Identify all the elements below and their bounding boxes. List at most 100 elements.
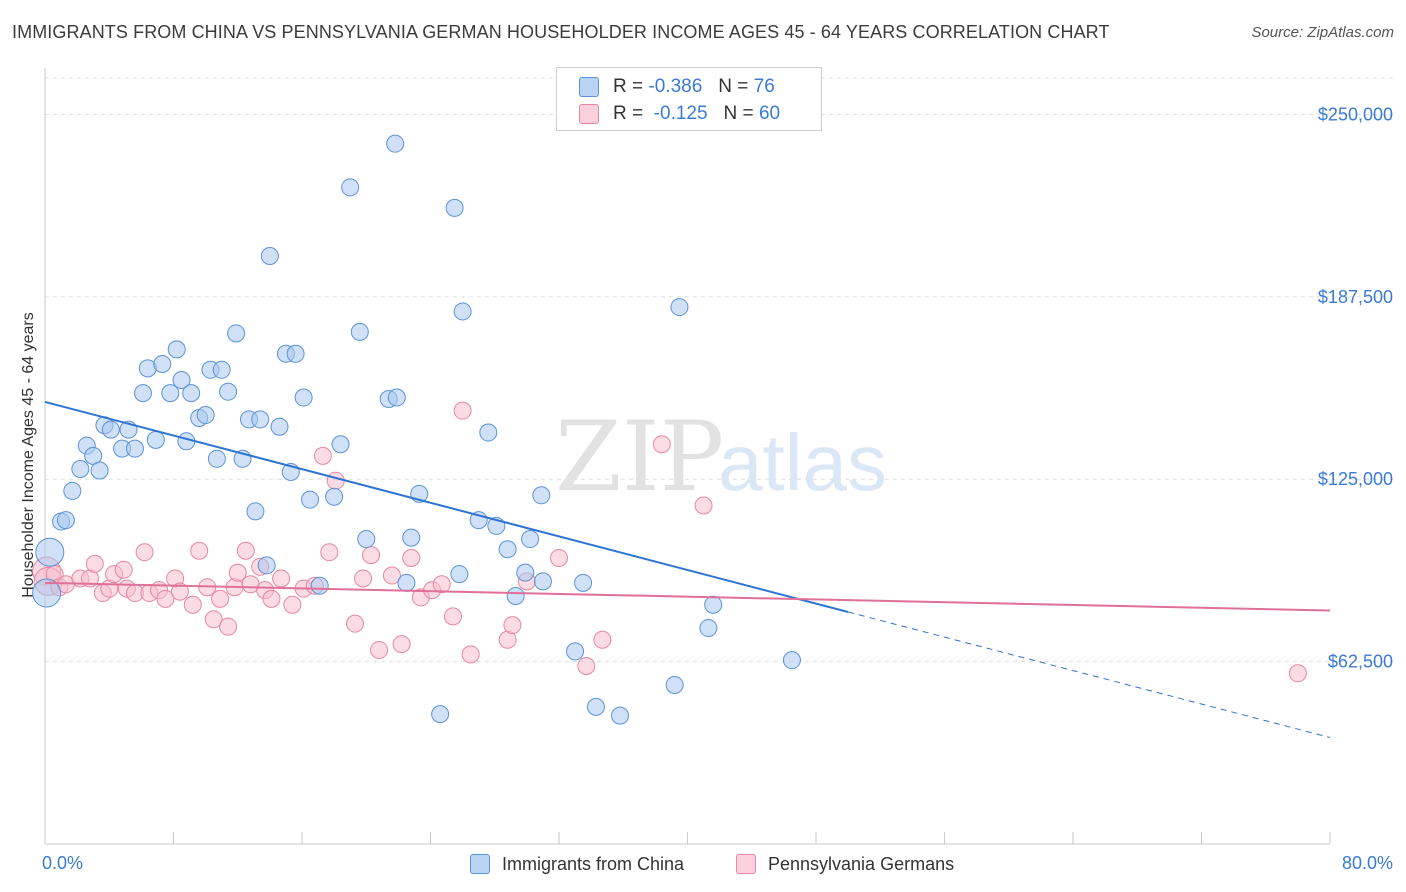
grid-lines (45, 77, 1395, 663)
pa-german-point (453, 401, 472, 420)
china-point (402, 528, 421, 547)
pa-german-point (283, 595, 302, 614)
china-point (516, 563, 535, 582)
china-point (257, 556, 276, 575)
china-swatch (470, 854, 490, 874)
china-point (506, 586, 525, 605)
pa-german-point (313, 446, 332, 465)
pa-german-point (392, 635, 411, 654)
pa-german-point (320, 543, 339, 562)
china-point (286, 344, 305, 363)
pa-german-point (156, 589, 175, 608)
china-trend-extension (847, 611, 1331, 738)
china-point (153, 354, 172, 373)
china-point (270, 417, 289, 436)
y-tick-label: $187,500 (1318, 287, 1393, 307)
china-point (498, 540, 517, 559)
pa-german-point (593, 630, 612, 649)
pa-german-point (503, 616, 522, 635)
watermark-zip: ZIP (555, 401, 724, 513)
pa-german-point (577, 656, 596, 675)
y-tick-label: $125,000 (1318, 469, 1393, 489)
pa-german-point (694, 496, 713, 515)
china-point (397, 573, 416, 592)
china-point (331, 435, 350, 454)
y-tick-label: $250,000 (1318, 104, 1393, 124)
pa-german-point (183, 595, 202, 614)
legend-r-value-china: -0.386 (648, 76, 703, 97)
correlation-legend: R = -0.386 N = 76 R = -0.125 N = 60 (556, 67, 822, 131)
china-point (294, 388, 313, 407)
china-point (566, 642, 585, 661)
china-point (219, 382, 238, 401)
china-point (704, 595, 723, 614)
legend-n-value-pa-german: 60 (758, 103, 781, 124)
pa-german-point (211, 589, 230, 608)
chart-title: IMMIGRANTS FROM CHINA VS PENNSYLVANIA GE… (12, 22, 1110, 42)
pa-german-point (170, 582, 189, 601)
china-point (341, 178, 360, 197)
china-point (533, 572, 552, 591)
china-point (357, 530, 376, 549)
pa-german-points (32, 401, 1307, 683)
axes (44, 68, 1331, 845)
legend-r-label: R = (613, 76, 644, 97)
source-label: Source: ZipAtlas.com (1251, 24, 1394, 41)
china-point (387, 388, 406, 407)
china-point (445, 198, 464, 217)
tick-labels: $62,500 $125,000 $187,500 $250,000 0.0% 80.0% (42, 104, 1393, 873)
china-trend-line (44, 400, 849, 613)
china-point (172, 371, 191, 390)
x-tick-label-start: 0.0% (42, 853, 83, 873)
legend-row-pa-german: R = -0.125 N = 60 (579, 103, 780, 125)
legend-n-label: N = (718, 76, 749, 97)
china-point (167, 340, 186, 359)
pa-german-point (461, 645, 480, 664)
china-point (246, 502, 265, 521)
pa-german-point (362, 546, 381, 565)
china-point (207, 449, 226, 468)
pa-german-point (262, 589, 281, 608)
pa-german-point (550, 549, 568, 568)
china-point (212, 360, 231, 379)
china-point (521, 530, 540, 549)
china-point (665, 675, 684, 694)
china-point (101, 420, 120, 439)
china-point (431, 705, 450, 724)
china-point (125, 439, 144, 458)
china-point (251, 410, 270, 429)
china-point (450, 565, 469, 584)
pa-german-point (236, 541, 255, 560)
china-point (782, 651, 801, 670)
china-point (133, 384, 152, 403)
china-point (386, 134, 405, 153)
china-point (301, 490, 320, 509)
china-point (453, 302, 472, 321)
pa-german-point (190, 541, 209, 560)
china-point (310, 576, 329, 595)
china-point (161, 384, 180, 403)
china-point (611, 706, 630, 725)
china-point (532, 486, 551, 505)
watermark: ZIP atlas (555, 401, 887, 513)
pa-german-swatch (579, 104, 599, 124)
china-point (35, 537, 65, 567)
pa-german-point (432, 575, 451, 594)
china-point (32, 578, 62, 608)
trend-lines (44, 400, 1331, 738)
china-point (325, 487, 344, 506)
china-point (196, 406, 215, 425)
bottom-legend-china: Immigrants from China (470, 853, 684, 875)
bottom-legend-china-label: Immigrants from China (502, 853, 685, 874)
y-tick-label: $62,500 (1328, 652, 1393, 672)
china-point (63, 481, 82, 500)
pa-german-point (228, 563, 247, 582)
pa-german-point (652, 435, 671, 454)
watermark-atlas: atlas (718, 418, 887, 507)
pa-german-point (85, 554, 104, 573)
pa-german-point (1288, 664, 1307, 683)
china-point (227, 324, 246, 343)
legend-n-value-china: 76 (753, 76, 775, 97)
x-tick-label-end: 80.0% (1342, 853, 1393, 873)
